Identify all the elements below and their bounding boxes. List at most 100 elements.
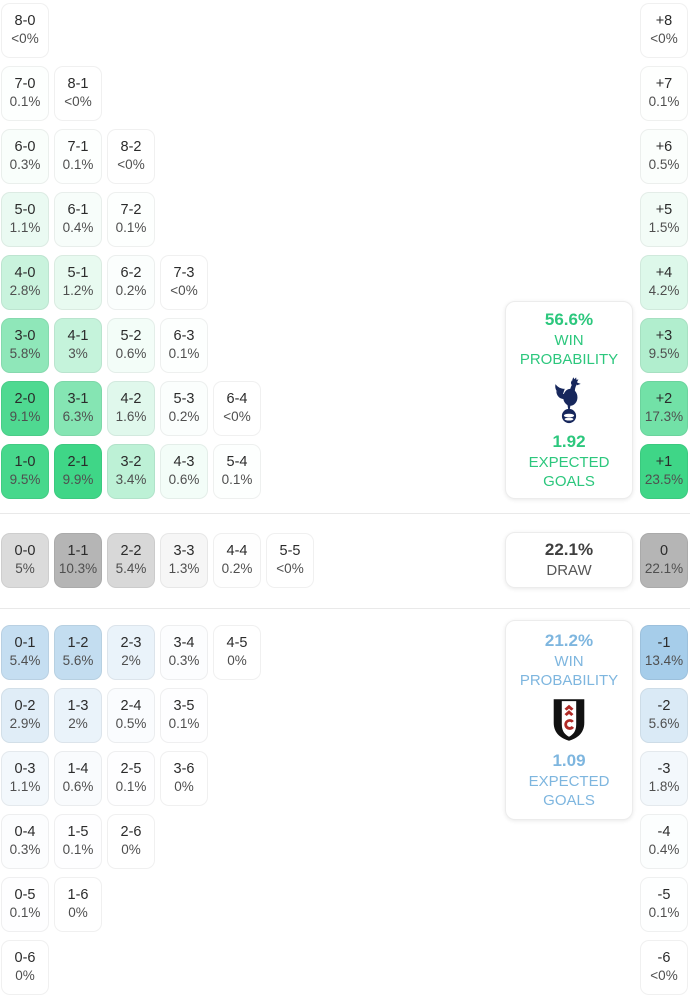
goal-diff-cell: -1 13.4% [640,625,688,680]
cell-probability: <0% [170,283,198,299]
away-scoreline-cell: 2-6 0% [107,814,155,869]
cell-scoreline: 4-5 [226,635,248,652]
cell-scoreline: -1 [657,635,671,652]
away-scoreline-cell: 2-3 2% [107,625,155,680]
cell-probability: 0.3% [9,842,41,858]
draw-scoreline-cell: 3-3 1.3% [160,533,208,588]
cell-row: -2 5.6% [640,688,688,743]
cell-probability: 0.2% [221,561,253,577]
away-scoreline-cell: 0-2 2.9% [1,688,49,743]
home-scoreline-cell: 4-1 3% [54,318,102,373]
cell-probability: 0.4% [62,220,94,236]
cell-scoreline: 0-5 [14,887,36,904]
cell-row: -4 0.4% [640,814,688,869]
goal-diff-cell: 0 22.1% [640,533,688,588]
cell-probability: 1.8% [648,779,680,795]
cell-probability: 9.5% [9,472,41,488]
cell-scoreline: 4-4 [226,543,248,560]
cell-probability: <0% [650,31,678,47]
cell-probability: 0.1% [9,94,41,110]
cell-probability: 6.3% [62,409,94,425]
fulham-crest-icon [551,697,587,743]
away-scoreline-cell: 1-2 5.6% [54,625,102,680]
home-win-summary-card: 56.6% WIN PROBABILITY [505,301,633,499]
home-win-probability-value: 56.6% [544,309,594,329]
cell-row: 0-3 1.1% 1-4 0.6% 2-5 0.1% 3-6 0% [1,751,261,806]
cell-row: +6 0.5% [640,129,688,184]
cell-probability: 0.1% [648,905,680,921]
home-scoreline-cell: 5-0 1.1% [1,192,49,247]
cell-scoreline: 2-1 [67,454,89,471]
cell-probability: 22.1% [644,561,684,577]
away-scoreline-cell: 0-5 0.1% [1,877,49,932]
home-scoreline-cell: 1-0 9.5% [1,444,49,499]
goal-diff-cell: -3 1.8% [640,751,688,806]
home-scoreline-cell: 6-2 0.2% [107,255,155,310]
cell-scoreline: +8 [655,13,673,30]
home-scoreline-cell: 4-3 0.6% [160,444,208,499]
draw-label: DRAW [546,562,592,580]
cell-row: -6 <0% [640,940,688,995]
goal-diff-cell: +8 <0% [640,3,688,58]
cell-row: -5 0.1% [640,877,688,932]
home-scoreline-cell: 5-1 1.2% [54,255,102,310]
cell-row: 4-0 2.8% 5-1 1.2% 6-2 0.2% 7-3 <0% [1,255,261,310]
cell-scoreline: 0-3 [14,761,36,778]
goal-difference-negative-column: -1 13.4% -2 5.6% -3 1.8% -4 0.4% -5 0.1% -6 <0% [640,625,688,995]
home-scoreline-cell: 7-2 0.1% [107,192,155,247]
cell-scoreline: +3 [655,328,673,345]
away-scoreline-cell: 3-5 0.1% [160,688,208,743]
cell-probability: 1.1% [9,220,41,236]
cell-probability: 0.5% [115,716,147,732]
cell-scoreline: 3-3 [173,543,195,560]
cell-probability: 1.1% [9,779,41,795]
home-scoreline-cell: 4-2 1.6% [107,381,155,436]
cell-scoreline: 5-5 [279,543,301,560]
cell-scoreline: 1-0 [14,454,36,471]
cell-scoreline: 2-2 [120,543,142,560]
home-expected-goals-label: EXPECTED GOALS [528,454,610,491]
cell-scoreline: 3-0 [14,328,36,345]
cell-row: 0-1 5.4% 1-2 5.6% 2-3 2% 3-4 0.3% 4-5 0% [1,625,261,680]
goal-diff-cell: -4 0.4% [640,814,688,869]
cell-probability: <0% [11,31,39,47]
cell-scoreline: 2-0 [14,391,36,408]
cell-scoreline: 4-2 [120,391,142,408]
home-scoreline-cell: 7-1 0.1% [54,129,102,184]
cell-row: 0-6 0% [1,940,261,995]
cell-probability: 23.5% [644,472,684,488]
cell-row: +4 4.2% [640,255,688,310]
cell-scoreline: 4-3 [173,454,195,471]
cell-probability: 0.6% [62,779,94,795]
home-scoreline-cell: 5-3 0.2% [160,381,208,436]
home-scoreline-cell: 8-0 <0% [1,3,49,58]
away-scoreline-cell: 3-4 0.3% [160,625,208,680]
cell-probability: 13.4% [644,653,684,669]
home-scoreline-cell: 3-1 6.3% [54,381,102,436]
cell-probability: 5.6% [62,653,94,669]
draw-scoreline-cell: 4-4 0.2% [213,533,261,588]
cell-scoreline: 2-3 [120,635,142,652]
draw-scoreline-cell: 1-1 10.3% [54,533,102,588]
cell-probability: <0% [117,157,145,173]
cell-scoreline: 0-1 [14,635,36,652]
cell-row: -3 1.8% [640,751,688,806]
away-win-summary-card: 21.2% WIN PROBABILITY 1.09 EXPECTED GOAL… [505,620,633,820]
cell-probability: 0.1% [168,716,200,732]
cell-probability: 0.1% [168,346,200,362]
away-scoreline-cell: 1-4 0.6% [54,751,102,806]
goal-diff-cell: -5 0.1% [640,877,688,932]
cell-probability: 5% [15,561,35,577]
home-scoreline-cell: 5-4 0.1% [213,444,261,499]
cell-row: -1 13.4% [640,625,688,680]
goal-diff-cell: +1 23.5% [640,444,688,499]
away-scoreline-cell: 0-1 5.4% [1,625,49,680]
cell-probability: 0% [174,779,194,795]
home-expected-goals-value: 1.92 [552,432,586,451]
cell-scoreline: 8-0 [14,13,36,30]
cell-scoreline: 0-6 [14,950,36,967]
cell-row: 1-0 9.5% 2-1 9.9% 3-2 3.4% 4-3 0.6% 5-4 0.1% [1,444,261,499]
away-scoreline-cell: 0-4 0.3% [1,814,49,869]
cell-probability: 0% [121,842,141,858]
cell-scoreline: 5-1 [67,265,89,282]
